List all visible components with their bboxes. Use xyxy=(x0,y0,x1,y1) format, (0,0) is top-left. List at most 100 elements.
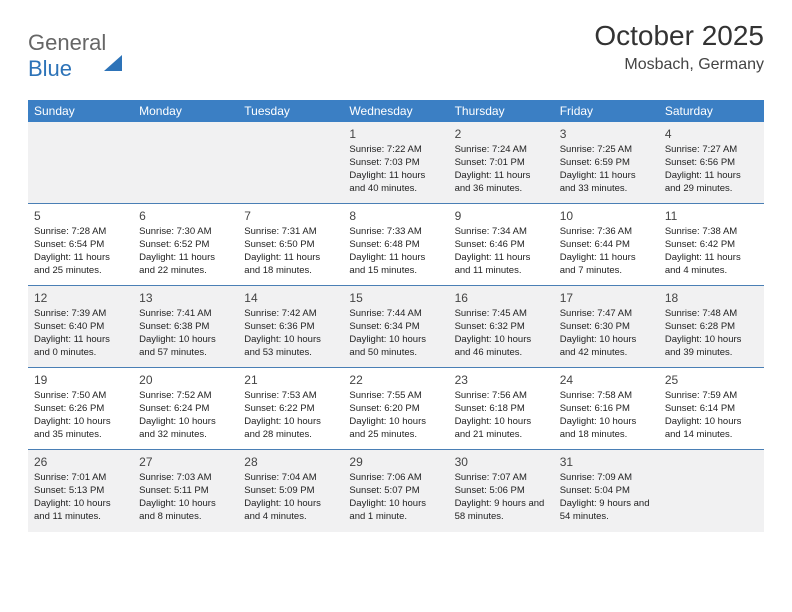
sunset-text: Sunset: 6:34 PM xyxy=(349,321,442,334)
sunset-text: Sunset: 6:14 PM xyxy=(665,403,758,416)
sunrise-text: Sunrise: 7:52 AM xyxy=(139,390,232,403)
day-number: 6 xyxy=(139,208,232,224)
day-cell: 25Sunrise: 7:59 AMSunset: 6:14 PMDayligh… xyxy=(659,368,764,449)
day-number: 21 xyxy=(244,372,337,388)
day-cell: 26 Sunrise: 7:01 AMSunset: 5:13 PMDayligh… xyxy=(28,450,133,532)
day-number: 5 xyxy=(34,208,127,224)
sunrise-text: Sunrise: 7:24 AM xyxy=(455,144,548,157)
daylight-text: Daylight: 11 hours and 22 minutes. xyxy=(139,252,232,278)
sunrise-text: Sunrise: 7:44 AM xyxy=(349,308,442,321)
sunset-text: Sunset: 5:06 PM xyxy=(455,485,548,498)
daylight-text: Daylight: 10 hours and 35 minutes. xyxy=(34,416,127,442)
day-number: 1 xyxy=(349,126,442,142)
day-number: 26 xyxy=(34,454,127,470)
day-cell: 30Sunrise: 7:07 AMSunset: 5:06 PMDayligh… xyxy=(449,450,554,532)
day-number: 14 xyxy=(244,290,337,306)
day-cell: 23 Sunrise: 7:56 AMSunset: 6:18 PMDayligh… xyxy=(449,368,554,449)
week-row: 26Sunrise: 7:01 AMSunset: 5:13 PMDayligh… xyxy=(28,450,764,532)
sunset-text: Sunset: 6:48 PM xyxy=(349,239,442,252)
sunrise-text: Sunrise: 7:31 AM xyxy=(244,226,337,239)
sunrise-text: Sunrise: 7:34 AM xyxy=(455,226,548,239)
sunrise-text: Sunrise: 7:38 AM xyxy=(665,226,758,239)
day-cell: 12Sunrise: 7:39 AMSunset: 6:40 PMDayligh… xyxy=(28,286,133,367)
sunset-text: Sunset: 5:04 PM xyxy=(560,485,653,498)
week-row: 19Sunrise: 7:50 AMSunset: 6:26 PMDayligh… xyxy=(28,368,764,450)
week-row: 12Sunrise: 7:39 AMSunset: 6:40 PMDayligh… xyxy=(28,286,764,368)
daylight-text: Daylight: 10 hours and 25 minutes. xyxy=(349,416,442,442)
day-cell: 2Sunrise: 7:24 AMSunset: 7:01 PMDaylight… xyxy=(449,122,554,203)
sunrise-text: Sunrise: 7:59 AM xyxy=(665,390,758,403)
sunrise-text: Sunrise: 7:48 AM xyxy=(665,308,758,321)
day-number: 8 xyxy=(349,208,442,224)
day-cell: 9Sunrise: 7:34 AMSunset: 6:46 PMDaylight… xyxy=(449,204,554,285)
sunset-text: Sunset: 6:16 PM xyxy=(560,403,653,416)
week-row: 5Sunrise: 7:28 AMSunset: 6:54 PMDaylight… xyxy=(28,204,764,286)
day-cell: 6Sunrise: 7:30 AMSunset: 6:52 PMDaylight… xyxy=(133,204,238,285)
sunset-text: Sunset: 6:50 PM xyxy=(244,239,337,252)
day-number: 10 xyxy=(560,208,653,224)
day-cell: 29Sunrise: 7:06 AMSunset: 5:07 PMDayligh… xyxy=(343,450,448,532)
day-number: 11 xyxy=(665,208,758,224)
sunset-text: Sunset: 5:13 PM xyxy=(34,485,127,498)
daylight-text: Daylight: 11 hours and 33 minutes. xyxy=(560,170,653,196)
daylight-text: Daylight: 10 hours and 21 minutes. xyxy=(455,416,548,442)
sunset-text: Sunset: 6:40 PM xyxy=(34,321,127,334)
sunrise-text: Sunrise: 7:42 AM xyxy=(244,308,337,321)
daylight-text: Daylight: 11 hours and 0 minutes. xyxy=(34,334,127,360)
sunrise-text: Sunrise: 7:03 AM xyxy=(139,472,232,485)
day-number: 3 xyxy=(560,126,653,142)
logo-part1: General xyxy=(28,30,106,55)
day-header-sun: Sunday xyxy=(28,100,133,122)
day-cell xyxy=(238,122,343,203)
sunset-text: Sunset: 6:26 PM xyxy=(34,403,127,416)
day-cell: 20Sunrise: 7:52 AMSunset: 6:24 PMDayligh… xyxy=(133,368,238,449)
day-cell: 1Sunrise: 7:22 AMSunset: 7:03 PMDaylight… xyxy=(343,122,448,203)
sunrise-text: Sunrise: 7:27 AM xyxy=(665,144,758,157)
day-cell: 8Sunrise: 7:33 AMSunset: 6:48 PMDaylight… xyxy=(343,204,448,285)
sunrise-text: Sunrise: 7:45 AM xyxy=(455,308,548,321)
sunrise-text: Sunrise: 7:01 AM xyxy=(34,472,127,485)
sunset-text: Sunset: 6:28 PM xyxy=(665,321,758,334)
day-number: 29 xyxy=(349,454,442,470)
daylight-text: Daylight: 9 hours and 54 minutes. xyxy=(560,498,653,524)
day-cell: 21Sunrise: 7:53 AMSunset: 6:22 PMDayligh… xyxy=(238,368,343,449)
week-row: 1Sunrise: 7:22 AMSunset: 7:03 PMDaylight… xyxy=(28,122,764,204)
day-number: 16 xyxy=(455,290,548,306)
day-cell: 22Sunrise: 7:55 AMSunset: 6:20 PMDayligh… xyxy=(343,368,448,449)
day-cell: 24Sunrise: 7:58 AMSunset: 6:16 PMDayligh… xyxy=(554,368,659,449)
day-number: 30 xyxy=(455,454,548,470)
sunrise-text: Sunrise: 7:09 AM xyxy=(560,472,653,485)
sunset-text: Sunset: 6:24 PM xyxy=(139,403,232,416)
daylight-text: Daylight: 10 hours and 57 minutes. xyxy=(139,334,232,360)
page-title: October 2025 xyxy=(594,20,764,52)
daylight-text: Daylight: 10 hours and 46 minutes. xyxy=(455,334,548,360)
daylight-text: Daylight: 11 hours and 4 minutes. xyxy=(665,252,758,278)
sunrise-text: Sunrise: 7:50 AM xyxy=(34,390,127,403)
day-cell: 19Sunrise: 7:50 AMSunset: 6:26 PMDayligh… xyxy=(28,368,133,449)
day-number: 18 xyxy=(665,290,758,306)
sunset-text: Sunset: 6:20 PM xyxy=(349,403,442,416)
sunrise-text: Sunrise: 7:56 AM xyxy=(455,390,548,403)
sunset-text: Sunset: 7:01 PM xyxy=(455,157,548,170)
page-subtitle: Mosbach, Germany xyxy=(594,56,764,74)
daylight-text: Daylight: 10 hours and 11 minutes. xyxy=(34,498,127,524)
day-header-wed: Wednesday xyxy=(343,100,448,122)
sunset-text: Sunset: 5:07 PM xyxy=(349,485,442,498)
day-cell: 27Sunrise: 7:03 AMSunset: 5:11 PMDayligh… xyxy=(133,450,238,532)
day-number: 12 xyxy=(34,290,127,306)
day-header-thu: Thursday xyxy=(449,100,554,122)
sunrise-text: Sunrise: 7:28 AM xyxy=(34,226,127,239)
sunrise-text: Sunrise: 7:53 AM xyxy=(244,390,337,403)
sunrise-text: Sunrise: 7:30 AM xyxy=(139,226,232,239)
sunset-text: Sunset: 5:11 PM xyxy=(139,485,232,498)
sunset-text: Sunset: 6:56 PM xyxy=(665,157,758,170)
day-number: 17 xyxy=(560,290,653,306)
sunset-text: Sunset: 6:18 PM xyxy=(455,403,548,416)
weeks-container: 1Sunrise: 7:22 AMSunset: 7:03 PMDaylight… xyxy=(28,122,764,532)
day-number: 20 xyxy=(139,372,232,388)
logo-part2: Blue xyxy=(28,56,72,81)
day-header-tue: Tuesday xyxy=(238,100,343,122)
sunset-text: Sunset: 6:22 PM xyxy=(244,403,337,416)
daylight-text: Daylight: 10 hours and 53 minutes. xyxy=(244,334,337,360)
day-number: 23 xyxy=(455,372,548,388)
